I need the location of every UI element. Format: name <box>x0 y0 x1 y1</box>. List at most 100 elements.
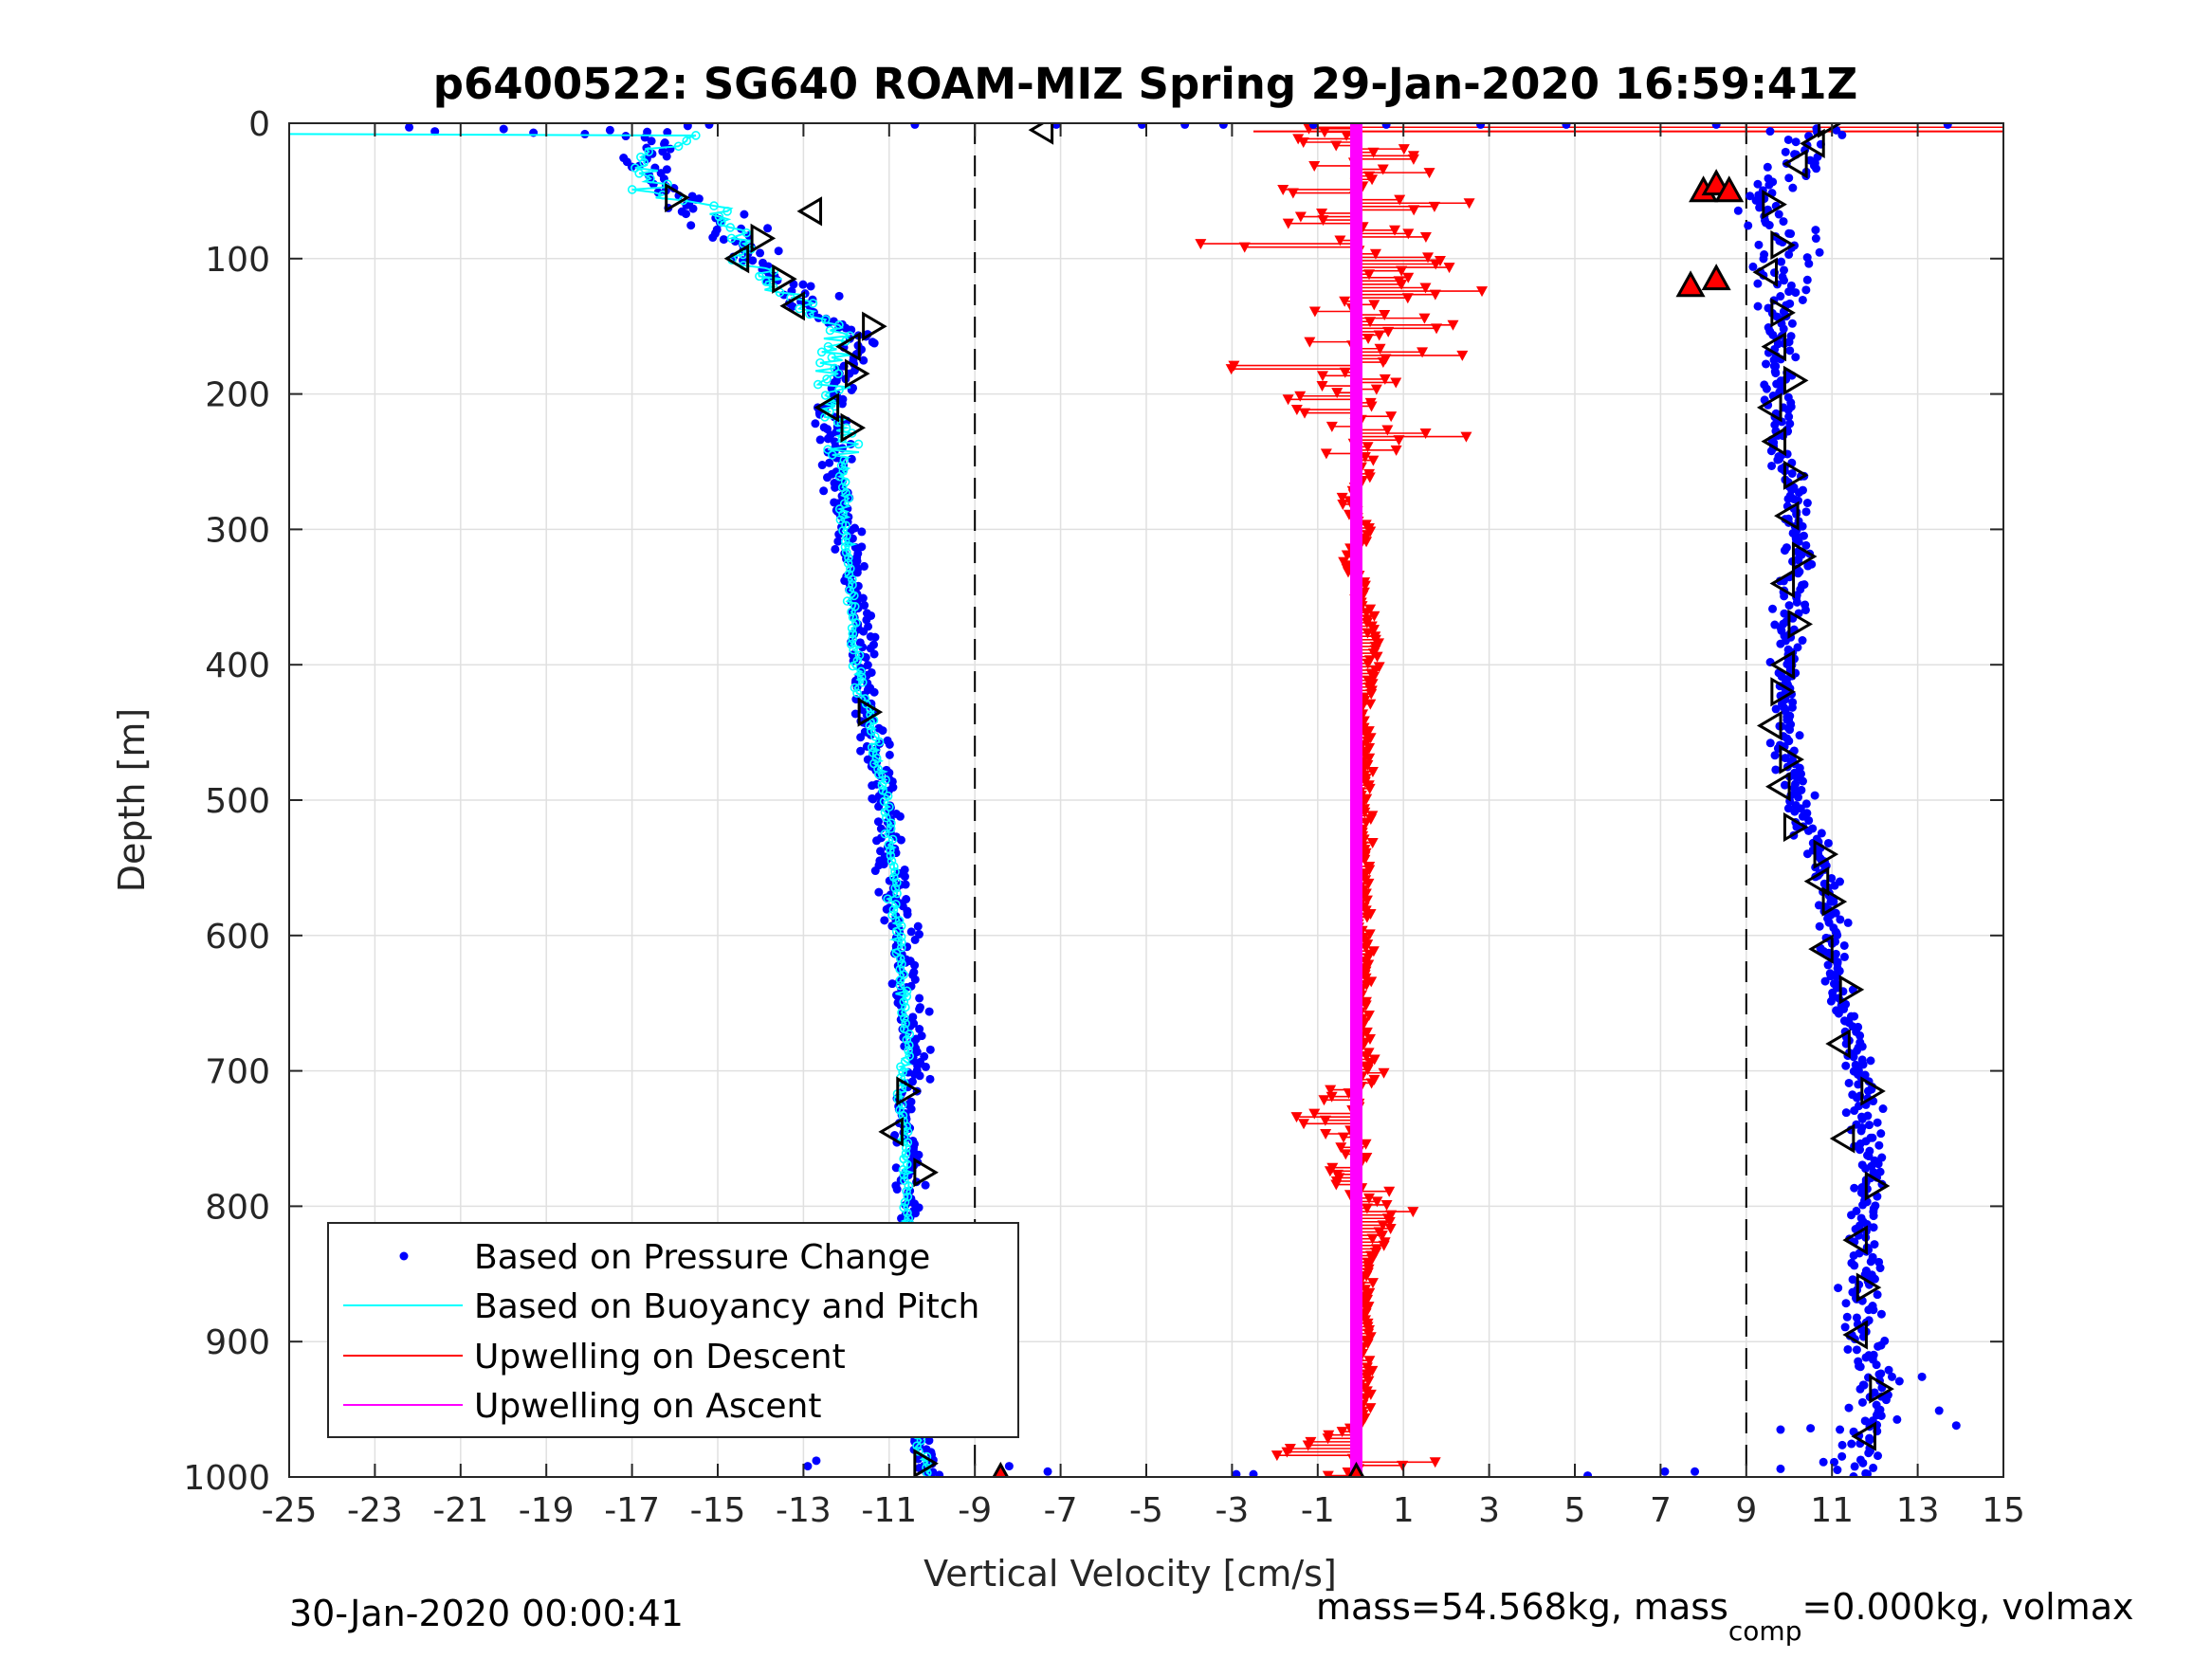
pressure-change-point <box>1857 1397 1867 1407</box>
pressure-change-point <box>847 454 856 464</box>
pressure-change-point <box>1476 123 1486 129</box>
buoyancy-pitch-point <box>843 558 853 568</box>
pressure-change-point <box>405 123 414 132</box>
pressure-change-point <box>906 927 916 937</box>
ascent-triangle-marker <box>1782 149 1808 179</box>
pressure-change-point <box>823 434 832 444</box>
pressure-change-point <box>774 246 783 256</box>
pressure-change-point <box>1841 1299 1851 1308</box>
pressure-change-point <box>1874 1451 1883 1461</box>
upwelling-descent-marker <box>1360 942 1372 954</box>
pressure-change-point <box>1791 353 1801 362</box>
pressure-change-point <box>1776 1464 1785 1473</box>
buoyancy-pitch-point <box>838 509 848 520</box>
upwelling-descent-marker <box>1339 296 1351 307</box>
pressure-change-point <box>748 256 758 265</box>
footer-mass-suffix: =0.000kg, volmax <box>1801 1586 2133 1628</box>
buoyancy-pitch-point <box>887 856 897 866</box>
buoyancy-pitch-point <box>856 672 867 682</box>
buoyancy-pitch-point <box>816 347 827 357</box>
pressure-change-point <box>1827 873 1837 883</box>
pressure-change-point <box>1308 123 1318 129</box>
pressure-change-point <box>1218 123 1228 129</box>
upwelling-descent-marker <box>1336 1427 1348 1438</box>
pressure-change-point <box>1787 702 1797 712</box>
pressure-change-point <box>1832 972 1841 981</box>
upwelling-descent-marker <box>1364 1058 1377 1069</box>
pressure-change-point <box>1876 1309 1886 1319</box>
ascent-triangle-marker <box>1769 649 1796 680</box>
pressure-change-point <box>1815 247 1824 257</box>
legend-label-upwelling-descent: Upwelling on Descent <box>474 1338 846 1376</box>
y-tick-label: 700 <box>205 1053 270 1092</box>
pressure-change-point <box>1843 1344 1853 1354</box>
red-triangle-marker <box>1347 1461 1365 1477</box>
pressure-change-point <box>896 835 905 845</box>
upwelling-descent-marker <box>1298 408 1310 419</box>
upwelling-descent-marker <box>1363 1287 1376 1299</box>
pressure-change-point <box>1794 537 1803 546</box>
pressure-change-point <box>834 530 844 539</box>
pressure-change-point <box>1874 1159 1883 1169</box>
upwelling-descent-marker <box>1282 394 1294 406</box>
pressure-change-point <box>1780 265 1789 275</box>
pressure-change-point <box>1770 751 1780 760</box>
pressure-change-point <box>798 280 808 289</box>
pressure-change-point <box>1874 1140 1884 1150</box>
pressure-change-point <box>869 687 879 697</box>
pressure-change-point <box>1826 996 1836 1006</box>
upwelling-descent-marker <box>1335 1142 1347 1154</box>
upwelling-descent-marker <box>1225 364 1237 375</box>
buoyancy-pitch-point <box>886 846 895 855</box>
pressure-change-point <box>1850 1462 1859 1471</box>
buoyancy-pitch-point <box>880 829 890 839</box>
upwelling-descent-marker <box>1361 895 1373 906</box>
pressure-change-point <box>1562 123 1571 129</box>
upwelling-descent-marker <box>1377 357 1389 369</box>
upwelling-descent-marker <box>1287 188 1299 199</box>
upwelling-descent-marker <box>1364 699 1377 710</box>
upwelling-descent-marker <box>1363 1034 1376 1046</box>
descent-triangle-marker <box>878 1117 904 1147</box>
upwelling-descent-marker <box>1363 783 1376 794</box>
pressure-change-point <box>1887 1372 1896 1381</box>
upwelling-descent-marker <box>1361 1203 1373 1214</box>
buoyancy-pitch-point <box>896 1062 905 1072</box>
buoyancy-pitch-point <box>892 878 902 887</box>
x-tick-label: 1 <box>1393 1491 1415 1530</box>
pressure-change-point <box>1865 1121 1874 1130</box>
pressure-change-point <box>686 221 696 230</box>
pressure-change-point <box>882 904 891 914</box>
upwelling-descent-marker <box>1340 1149 1352 1160</box>
buoyancy-pitch-point <box>846 639 856 649</box>
red-triangle-marker <box>1714 175 1745 203</box>
buoyancy-pitch-point <box>904 1181 914 1191</box>
buoyancy-pitch-point <box>900 1197 910 1207</box>
pressure-change-point <box>1793 569 1802 578</box>
pressure-change-point <box>662 152 671 161</box>
upwelling-descent-marker <box>1365 1078 1378 1089</box>
pressure-change-point <box>1780 592 1789 601</box>
pressure-change-point <box>1764 221 1774 230</box>
upwelling-descent-marker <box>1360 1000 1372 1012</box>
pressure-change-point <box>1137 123 1146 129</box>
upwelling-descent-marker <box>1302 1440 1314 1451</box>
pressure-change-point <box>1787 468 1797 478</box>
pressure-change-point <box>1794 488 1803 498</box>
ascent-triangle-marker <box>1825 1029 1851 1059</box>
upwelling-descent-marker <box>1322 1470 1334 1477</box>
buoyancy-pitch-point <box>755 271 764 282</box>
pressure-change-point <box>1780 780 1789 790</box>
buoyancy-pitch-point <box>834 319 844 330</box>
pressure-change-point <box>647 137 656 146</box>
ascent-triangle-marker <box>1770 298 1796 328</box>
buoyancy-pitch-point <box>840 542 850 552</box>
pressure-change-point <box>1804 259 1814 268</box>
buoyancy-pitch-point <box>884 840 894 849</box>
buoyancy-pitch-point <box>898 1067 907 1077</box>
buoyancy-pitch-point <box>902 1143 911 1153</box>
upwelling-descent-marker <box>1360 973 1372 984</box>
buoyancy-pitch-point <box>856 666 867 677</box>
buoyancy-pitch-point <box>873 764 883 774</box>
buoyancy-pitch-point <box>834 471 845 482</box>
